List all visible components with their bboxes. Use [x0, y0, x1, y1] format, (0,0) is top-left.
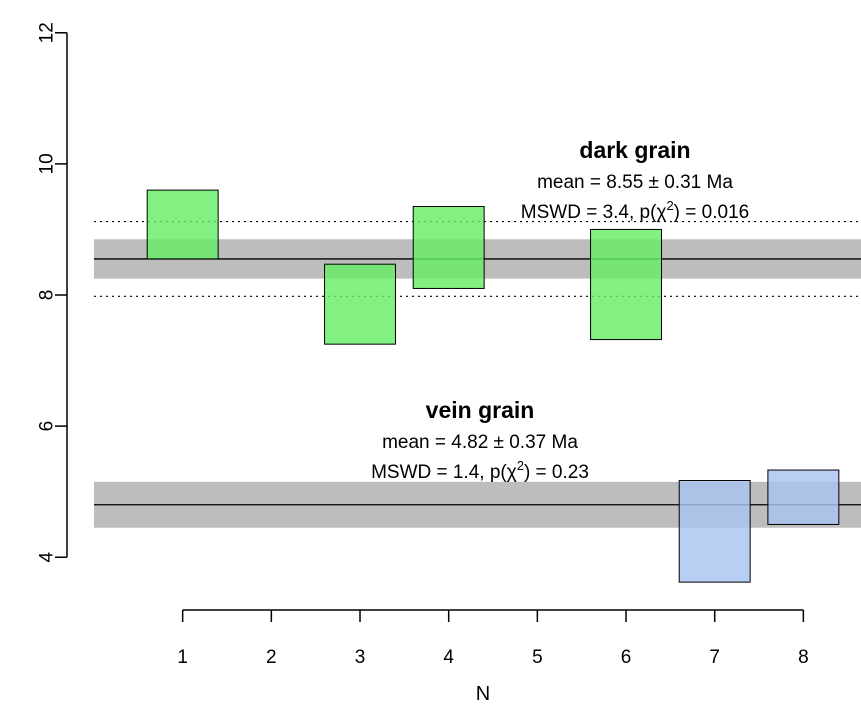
group-mean-label-0: mean = 8.55 ± 0.31 Ma	[537, 172, 733, 193]
mswd-superscript-1: 2	[517, 458, 524, 473]
y-tick-label-4: 12	[37, 22, 58, 43]
y-tick-label-2: 8	[37, 290, 58, 301]
mswd-suffix-0: ) = 0.016	[674, 202, 750, 223]
x-tick-label-0: 1	[177, 647, 188, 668]
data-box-0-1	[324, 263, 396, 345]
group-mswd-label-1: MSWD = 1.4, p(χ2) = 0.23	[371, 458, 589, 483]
group-mswd-label-0: MSWD = 3.4, p(χ2) = 0.016	[521, 198, 749, 223]
mswd-superscript-0: 2	[666, 198, 673, 213]
data-box-1-1	[767, 469, 840, 525]
x-tick-label-2: 3	[355, 647, 366, 668]
y-tick-label-1: 6	[37, 421, 58, 432]
group-mean-label-1: mean = 4.82 ± 0.37 Ma	[382, 432, 578, 453]
data-box-0-2	[412, 206, 485, 289]
group-title-0: dark grain	[579, 137, 690, 163]
annotations: dark grain mean = 8.55 ± 0.31 Ma MSWD = 3.…	[371, 137, 749, 483]
x-tick-label-1: 2	[266, 647, 277, 668]
mswd-prefix-1: MSWD = 1.4, p(χ	[371, 462, 517, 483]
data-box-0-0	[146, 189, 219, 260]
y-tick-label-0: 4	[37, 552, 58, 563]
x-tick-label-4: 5	[532, 647, 543, 668]
x-axis-label: N	[476, 683, 490, 705]
y-axis: 4 6 8 10 12	[37, 22, 68, 563]
data-boxes	[146, 189, 840, 583]
data-box-1-0	[678, 480, 751, 583]
y-tick-label-3: 10	[37, 153, 58, 174]
group-title-1: vein grain	[426, 397, 535, 423]
mswd-prefix-0: MSWD = 3.4, p(χ	[521, 202, 667, 223]
x-tick-label-6: 7	[709, 647, 720, 668]
x-axis: 1 2 3 4 5 6 7 8	[177, 609, 809, 668]
x-tick-label-3: 4	[443, 647, 454, 668]
data-box-0-3	[590, 228, 662, 341]
mswd-suffix-1: ) = 0.23	[524, 462, 589, 483]
x-tick-label-5: 6	[621, 647, 632, 668]
x-tick-label-7: 8	[798, 647, 809, 668]
